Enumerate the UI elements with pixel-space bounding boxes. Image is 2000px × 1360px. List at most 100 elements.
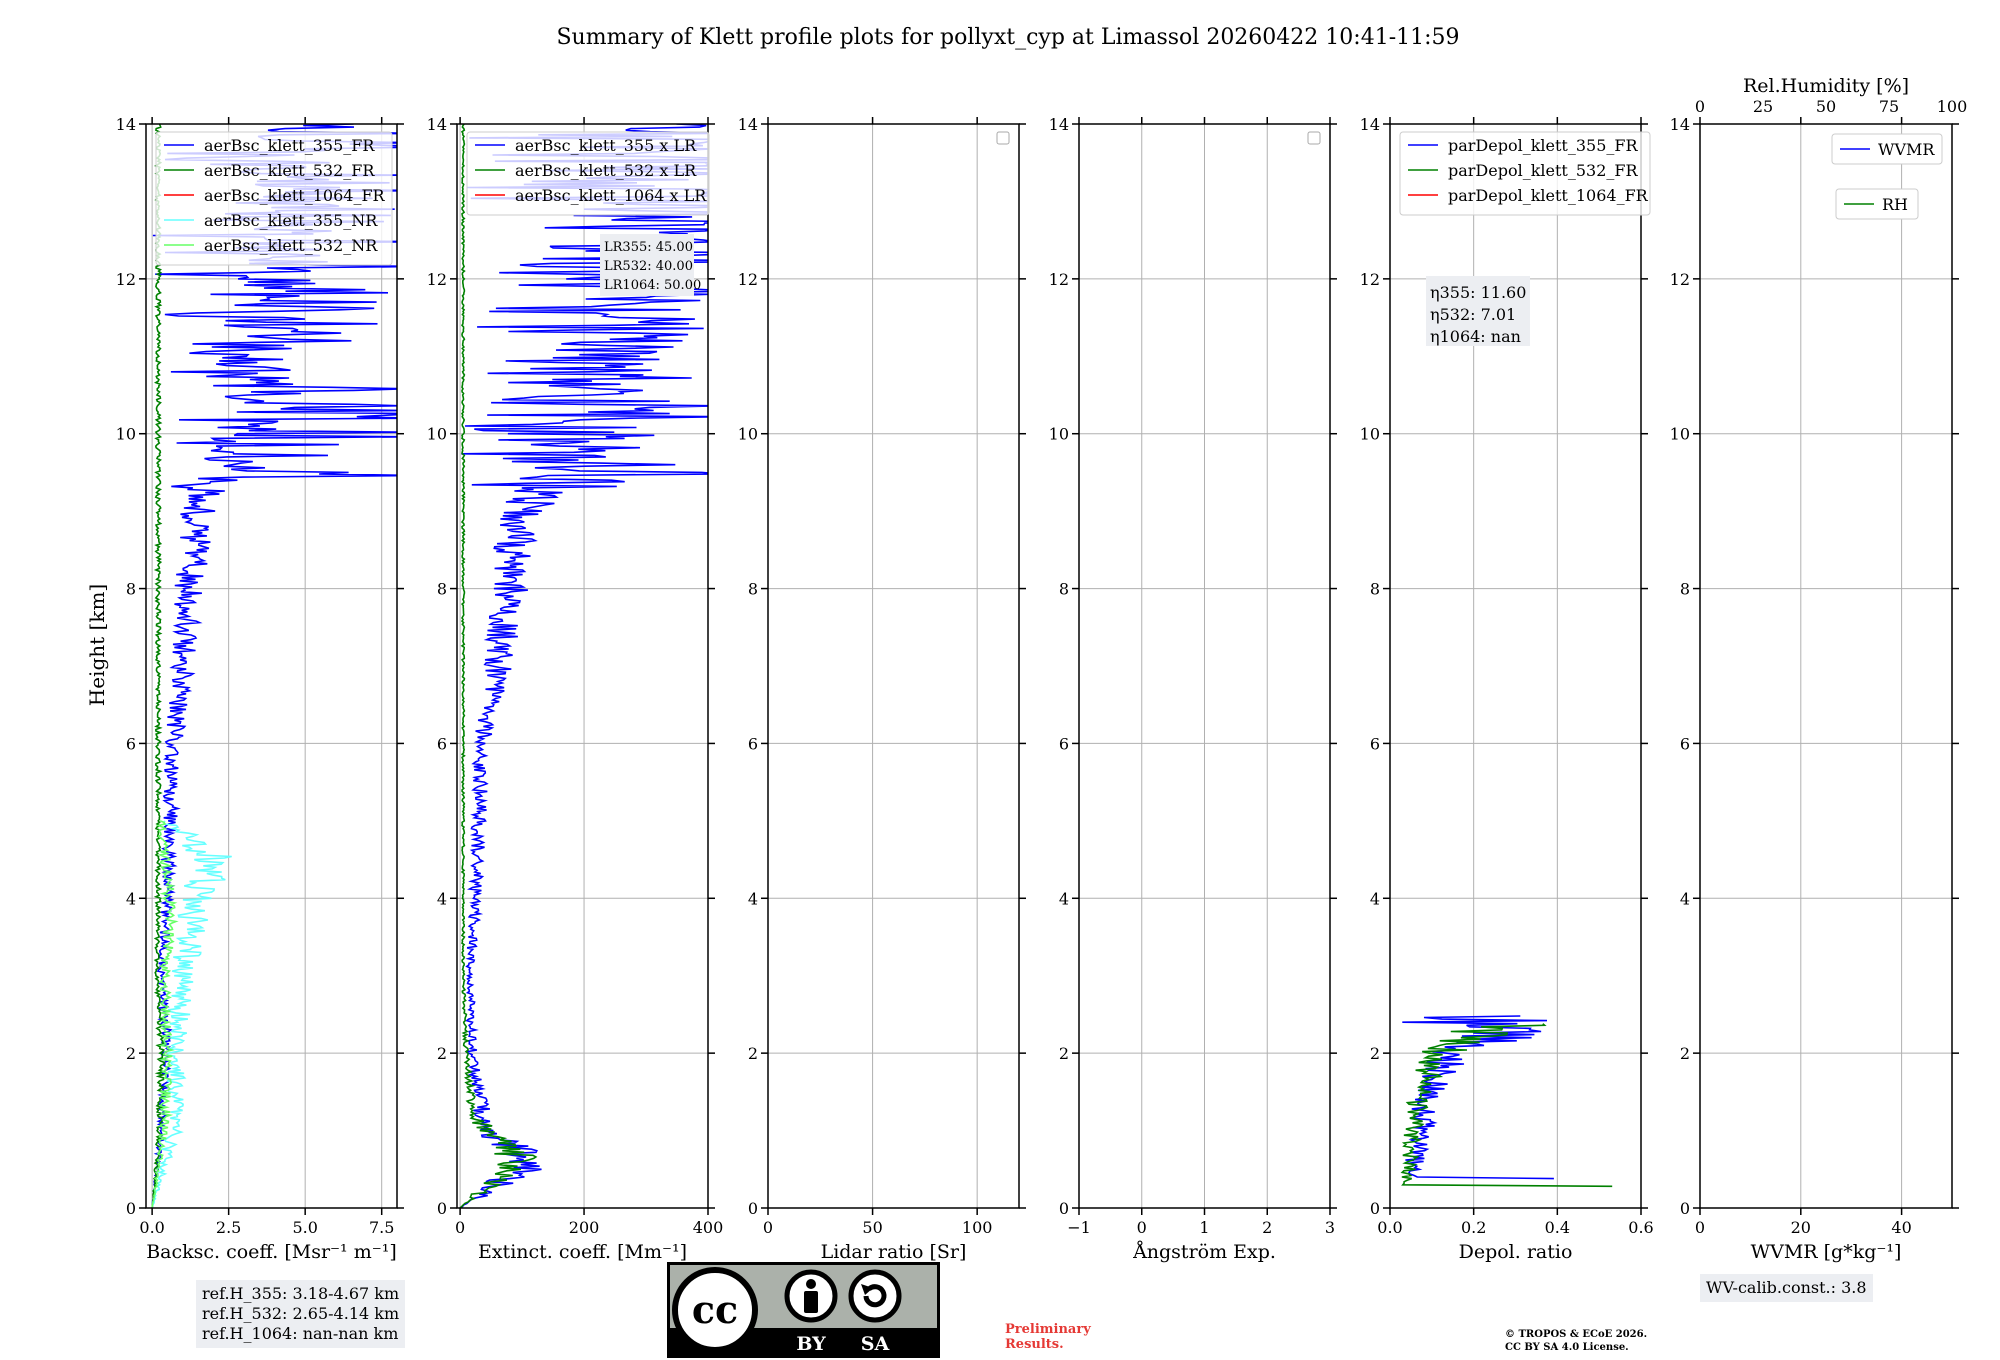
x-tick-label: 3: [1325, 1218, 1335, 1237]
series-line-aerBsc_klett_355 x LR: [459, 124, 708, 1208]
y-tick-label: 0: [1680, 1199, 1690, 1218]
series-line-aerBsc_klett_532 x LR: [459, 124, 538, 1208]
y-tick-label: 12: [427, 270, 447, 289]
y-tick-label: 4: [1059, 889, 1069, 908]
y-tick-label: 10: [116, 425, 136, 444]
wv-calib-const: WV-calib.const.: 3.8: [1706, 1278, 1867, 1297]
x-tick-label: 100: [962, 1218, 993, 1237]
preliminary-line-2: Results.: [1005, 1337, 1064, 1352]
y-tick-label: 14: [1360, 115, 1380, 134]
y-tick-label: 12: [116, 270, 136, 289]
legend-label: aerBsc_klett_355 x LR: [515, 136, 697, 155]
y-tick-label: 14: [1670, 115, 1690, 134]
empty-legend-box: [1307, 131, 1321, 145]
y-tick-label: 2: [126, 1044, 136, 1063]
legend-label: parDepol_klett_355_FR: [1448, 136, 1639, 155]
y-tick-label: 8: [1680, 580, 1690, 599]
y-tick-label: 12: [1049, 270, 1069, 289]
y-tick-label: 0: [437, 1199, 447, 1218]
axes-frame: [456, 123, 709, 1209]
y-tick-label: 8: [1059, 580, 1069, 599]
y-tick-label: 8: [748, 580, 758, 599]
ref-height-355: ref.H_355: 3.18-4.67 km: [202, 1284, 400, 1303]
cc-icon-text: cc: [692, 1287, 738, 1332]
axes-frame: [145, 123, 398, 1209]
x-axis-label: Backsc. coeff. [Msr⁻¹ m⁻¹]: [146, 1241, 397, 1263]
cc-icon: [672, 1267, 758, 1353]
y-tick-label: 14: [427, 115, 447, 134]
x-tick-label: 50: [862, 1218, 882, 1237]
x-axis-label: Depol. ratio: [1459, 1241, 1573, 1263]
copyright-note: © TROPOS & ECoE 2026. CC BY SA 4.0 Licen…: [1505, 1328, 1647, 1354]
series-group: [459, 124, 708, 1208]
x-tick-label: 0: [763, 1218, 773, 1237]
ref-height-532: ref.H_532: 2.65-4.14 km: [202, 1304, 400, 1323]
legend-rh: RH: [1835, 188, 1919, 220]
legend-label: aerBsc_klett_355_NR: [204, 211, 378, 230]
x-tick-label: 20: [1791, 1218, 1811, 1237]
y-tick-label: 4: [748, 889, 758, 908]
ref-height-note: ref.H_355: 3.18-4.67 km ref.H_532: 2.65-…: [196, 1280, 406, 1348]
x-tick-label: −1: [1067, 1218, 1091, 1237]
copyright-line-1: © TROPOS & ECoE 2026.: [1505, 1329, 1648, 1340]
legend-box: [155, 131, 393, 266]
x-tick-label: 5.0: [292, 1218, 317, 1237]
axes-frame: [1699, 123, 1953, 1209]
empty-legend-box: [996, 131, 1010, 145]
cc-license-badge: cc BY SA: [667, 1262, 940, 1358]
y-axis-label: Height [km]: [85, 584, 109, 706]
x-tick-label: 0: [1137, 1218, 1147, 1237]
copyright-line-2: CC BY SA 4.0 License.: [1505, 1342, 1629, 1353]
sa-icon: [848, 1269, 902, 1323]
x-tick-label: 2.5: [216, 1218, 241, 1237]
legend-wvmr: WVMR: [1831, 133, 1943, 165]
series-line-aerBsc_klett_532_NR: [151, 820, 179, 1208]
series-line-aerBsc_klett_532_FR: [151, 124, 166, 1208]
legend-label: aerBsc_klett_1064 x LR: [515, 186, 707, 205]
x-tick-label: 7.5: [369, 1218, 394, 1237]
series-group: [151, 124, 397, 1208]
x-tick-label: 0.0: [139, 1218, 164, 1237]
x-tick-label: 0.6: [1628, 1218, 1653, 1237]
y-tick-label: 14: [116, 115, 136, 134]
series-line-aerBsc_klett_355_NR: [151, 820, 232, 1208]
top-tick-label: 0: [1695, 97, 1705, 116]
y-tick-label: 10: [738, 425, 758, 444]
ref-height-1064: ref.H_1064: nan-nan km: [202, 1324, 399, 1343]
wv-calib-note: WV-calib.const.: 3.8: [1700, 1274, 1873, 1302]
panel-5: 0.0 0.2 0.4 0.6 0 2 4 6 8 10 12 14 Depol. ratio parDe…: [1360, 115, 1654, 1263]
legend-label: parDepol_klett_1064_FR: [1448, 186, 1649, 205]
y-tick-label: 12: [1360, 270, 1380, 289]
y-tick-label: 12: [1670, 270, 1690, 289]
lidar-ratio-annotation: LR355: 45.00 LR532: 40.00 LR1064: 50.00: [600, 234, 701, 296]
x-tick-label: 0.2: [1461, 1218, 1486, 1237]
y-tick-label: 10: [427, 425, 447, 444]
legend-label: aerBsc_klett_532 x LR: [515, 161, 697, 180]
y-tick-label: 12: [738, 270, 758, 289]
y-tick-label: 2: [1059, 1044, 1069, 1063]
panel-2: 0 200 400 0 2 4 6 8 10 12 14 Extinct. coeff. [Mm⁻¹]…: [427, 115, 724, 1263]
top-axis-label: Rel.Humidity [%]: [1743, 75, 1909, 97]
panel-1: 0.0 2.5 5.0 7.5 0 2 4 6 8 10 12 14 Backsc. coeff. [M…: [116, 115, 404, 1263]
y-tick-label: 6: [748, 734, 758, 753]
x-tick-label: 0.0: [1377, 1218, 1402, 1237]
legend: aerBsc_klett_355_FR aerBsc_klett_532_FRae…: [155, 131, 393, 266]
x-tick-label: 40: [1891, 1218, 1911, 1237]
x-axis-label: Lidar ratio [Sr]: [821, 1241, 967, 1263]
y-tick-label: 4: [1680, 889, 1690, 908]
legend-label: aerBsc_klett_532_NR: [204, 236, 378, 255]
eta-label: η355: 11.60: [1430, 283, 1526, 302]
lidar-ratio-label: LR355: 45.00: [604, 240, 693, 255]
y-tick-label: 8: [126, 580, 136, 599]
eta-annotation: η355: 11.60 η532: 7.01 η1064: nan: [1426, 276, 1530, 346]
y-tick-label: 2: [1680, 1044, 1690, 1063]
figure-title: Summary of Klett profile plots for polly…: [556, 25, 1459, 50]
x-tick-label: 400: [693, 1218, 724, 1237]
legend-label: aerBsc_klett_1064_FR: [204, 186, 386, 205]
y-tick-label: 10: [1049, 425, 1069, 444]
legend: aerBsc_klett_355 x LR aerBsc_klett_532 x …: [466, 131, 710, 216]
legend-box: [1399, 131, 1651, 216]
annotation-box: [600, 234, 694, 296]
y-tick-label: 8: [1370, 580, 1380, 599]
